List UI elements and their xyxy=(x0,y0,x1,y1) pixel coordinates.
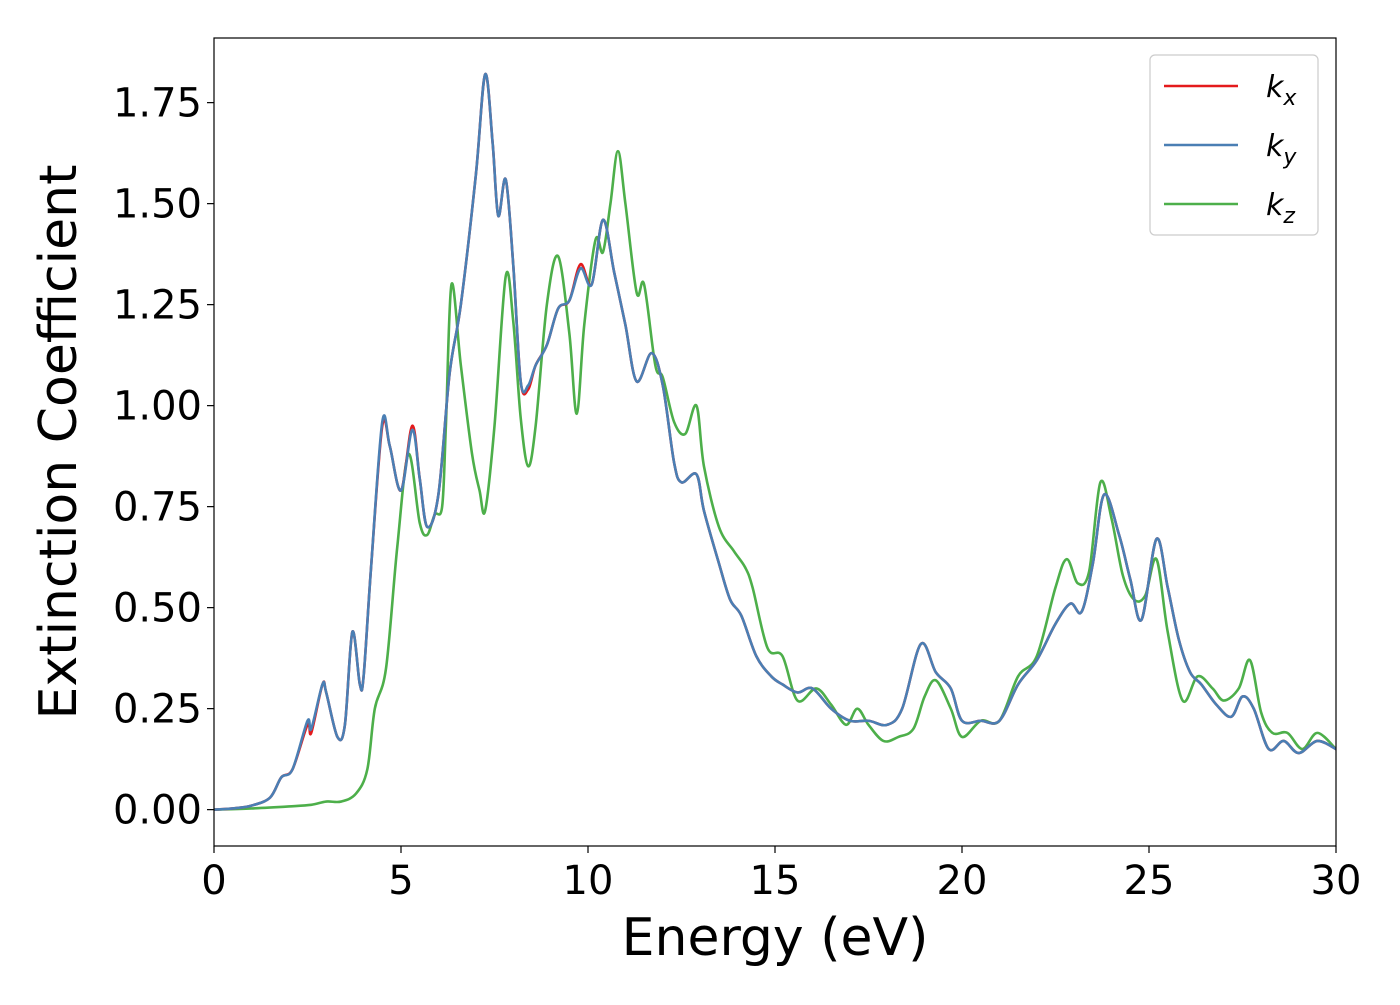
legend-label-k-x: kx xyxy=(1266,70,1297,111)
x-tick-label: 30 xyxy=(1311,858,1362,904)
y-axis-title: Extinction Coefficient xyxy=(29,165,89,720)
x-tick-label: 20 xyxy=(937,858,988,904)
y-tick-label: 1.50 xyxy=(113,182,202,228)
series-layer xyxy=(214,73,1336,811)
series-line-k-z xyxy=(214,149,1336,811)
y-tick-label: 0.25 xyxy=(113,687,202,733)
x-axis-title: Energy (eV) xyxy=(622,908,929,968)
legend: kx ky kz xyxy=(1149,54,1319,236)
x-axis-ticks: 0 5 10 15 20 25 30 xyxy=(201,846,1361,904)
x-tick-label: 10 xyxy=(563,858,614,904)
y-tick-label: 1.00 xyxy=(113,384,202,430)
series-line-k-y xyxy=(214,73,1336,811)
x-tick-label: 25 xyxy=(1124,858,1175,904)
y-tick-label: 0.00 xyxy=(113,788,202,834)
x-tick-label: 5 xyxy=(388,858,413,904)
y-tick-label: 0.75 xyxy=(113,485,202,531)
y-axis-ticks: 0.00 0.25 0.50 0.75 1.00 1.25 1.50 1.75 xyxy=(113,81,214,834)
y-tick-label: 1.75 xyxy=(113,81,202,127)
y-tick-label: 1.25 xyxy=(113,283,202,329)
x-tick-label: 15 xyxy=(750,858,801,904)
x-tick-label: 0 xyxy=(201,858,226,904)
legend-label-k-y: ky xyxy=(1266,129,1297,170)
legend-label-k-z: kz xyxy=(1266,188,1295,229)
y-tick-label: 0.50 xyxy=(113,586,202,632)
